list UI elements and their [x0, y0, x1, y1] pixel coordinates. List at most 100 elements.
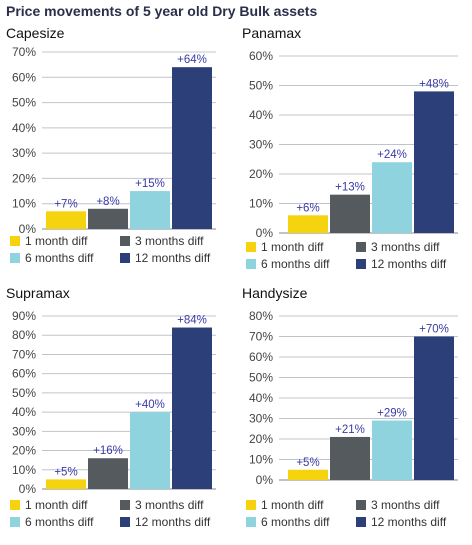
- page-title: Price movements of 5 year old Dry Bulk a…: [6, 3, 318, 19]
- y-tick-label: 0%: [19, 482, 37, 496]
- legend-swatch: [356, 259, 366, 269]
- y-tick-label: 10%: [12, 197, 36, 211]
- legend-swatch: [246, 259, 256, 269]
- legend-label: 1 month diff: [25, 498, 88, 512]
- y-tick-label: 50%: [12, 386, 36, 400]
- data-label: +5%: [54, 466, 77, 478]
- data-label: +29%: [377, 408, 407, 420]
- bar-4: [414, 336, 454, 480]
- y-tick-label: 50%: [249, 79, 273, 93]
- bar-1: [46, 211, 86, 229]
- y-tick-label: 60%: [12, 70, 36, 84]
- legend-label: 12 months diff: [371, 515, 447, 529]
- legend-swatch: [356, 242, 366, 252]
- chart-panel-handysize: Handysize 0% 10% 20% 30% 40% 50% 60% 70% 80% +5% +2…: [242, 285, 458, 529]
- y-tick-label: 10%: [249, 197, 273, 211]
- legend-swatch: [120, 500, 130, 510]
- legend-swatch: [356, 500, 366, 510]
- data-label: +5%: [296, 457, 319, 469]
- legend-label: 1 month diff: [261, 498, 324, 512]
- y-tick-label: 20%: [12, 171, 36, 185]
- y-tick-label: 0%: [256, 473, 274, 487]
- y-tick-label: 70%: [12, 45, 36, 59]
- y-tick-label: 80%: [249, 309, 273, 323]
- bar-4: [172, 67, 212, 230]
- y-tick-label: 80%: [12, 328, 36, 342]
- y-tick-label: 10%: [249, 453, 273, 467]
- legend-label: 6 months diff: [261, 515, 330, 529]
- data-label: +6%: [296, 202, 319, 214]
- bar-2: [88, 208, 128, 229]
- legend-swatch: [246, 242, 256, 252]
- y-tick-label: 60%: [12, 367, 36, 381]
- legend-swatch: [356, 517, 366, 527]
- legend-swatch: [120, 236, 130, 246]
- bar-2: [330, 194, 370, 233]
- data-label: +84%: [177, 315, 207, 327]
- y-tick-label: 20%: [12, 444, 36, 458]
- bar-1: [288, 469, 328, 480]
- data-label: +15%: [135, 178, 165, 190]
- legend-label: 6 months diff: [25, 251, 94, 265]
- data-label: +24%: [377, 149, 407, 161]
- data-label: +64%: [177, 54, 207, 66]
- data-label: +21%: [335, 424, 365, 436]
- bar-3: [130, 412, 170, 489]
- data-label: +8%: [96, 196, 119, 208]
- legend-label: 6 months diff: [261, 257, 330, 271]
- legend-label: 3 months diff: [371, 240, 440, 254]
- chart-panel-capesize: Capesize 0% 10% 20% 30% 40% 50% 60% 70% +7% +8% +15…: [6, 25, 216, 265]
- data-label: +70%: [419, 324, 449, 336]
- y-tick-label: 50%: [249, 371, 273, 385]
- y-tick-label: 40%: [12, 121, 36, 135]
- y-tick-label: 10%: [12, 463, 36, 477]
- legend-label: 3 months diff: [135, 234, 204, 248]
- y-tick-label: 60%: [249, 49, 273, 63]
- bar-4: [414, 91, 454, 234]
- chart-title: Panamax: [242, 25, 301, 41]
- chart-panel-panamax: Panamax 0% 10% 20% 30% 40% 50% 60% +6% +13% +24% +4…: [242, 25, 458, 271]
- y-tick-label: 30%: [12, 424, 36, 438]
- y-tick-label: 40%: [249, 391, 273, 405]
- legend-label: 1 month diff: [25, 234, 88, 248]
- y-tick-label: 30%: [249, 138, 273, 152]
- legend-swatch: [10, 236, 20, 246]
- data-label: +48%: [419, 78, 449, 90]
- y-tick-label: 30%: [12, 146, 36, 160]
- y-tick-label: 70%: [12, 347, 36, 361]
- bar-2: [88, 458, 128, 489]
- legend-label: 12 months diff: [371, 257, 447, 271]
- y-tick-label: 60%: [249, 350, 273, 364]
- y-tick-label: 90%: [12, 309, 36, 323]
- legend-label: 3 months diff: [135, 498, 204, 512]
- data-label: +13%: [335, 182, 365, 194]
- legend-swatch: [10, 500, 20, 510]
- y-tick-label: 40%: [12, 405, 36, 419]
- bar-3: [372, 420, 412, 480]
- chart-panel-supramax: Supramax 0% 10% 20% 30% 40% 50% 60% 70% 80% 90% +5%…: [6, 285, 216, 529]
- legend-swatch: [120, 517, 130, 527]
- legend-label: 12 months diff: [135, 515, 211, 529]
- chart-title: Supramax: [6, 285, 70, 301]
- bar-4: [172, 327, 212, 489]
- legend-swatch: [10, 517, 20, 527]
- y-tick-label: 30%: [249, 412, 273, 426]
- bar-1: [288, 215, 328, 233]
- legend-swatch: [246, 500, 256, 510]
- y-tick-label: 70%: [249, 330, 273, 344]
- legend-label: 3 months diff: [371, 498, 440, 512]
- y-tick-label: 20%: [249, 167, 273, 181]
- legend-label: 12 months diff: [135, 251, 211, 265]
- bar-3: [130, 191, 170, 229]
- chart-title: Handysize: [242, 285, 308, 301]
- chart-title: Capesize: [6, 25, 65, 41]
- legend-swatch: [10, 253, 20, 263]
- legend-swatch: [120, 253, 130, 263]
- bar-1: [46, 479, 86, 489]
- legend-swatch: [246, 517, 256, 527]
- y-tick-label: 50%: [12, 96, 36, 110]
- y-tick-label: 0%: [19, 222, 37, 236]
- bar-2: [330, 436, 370, 480]
